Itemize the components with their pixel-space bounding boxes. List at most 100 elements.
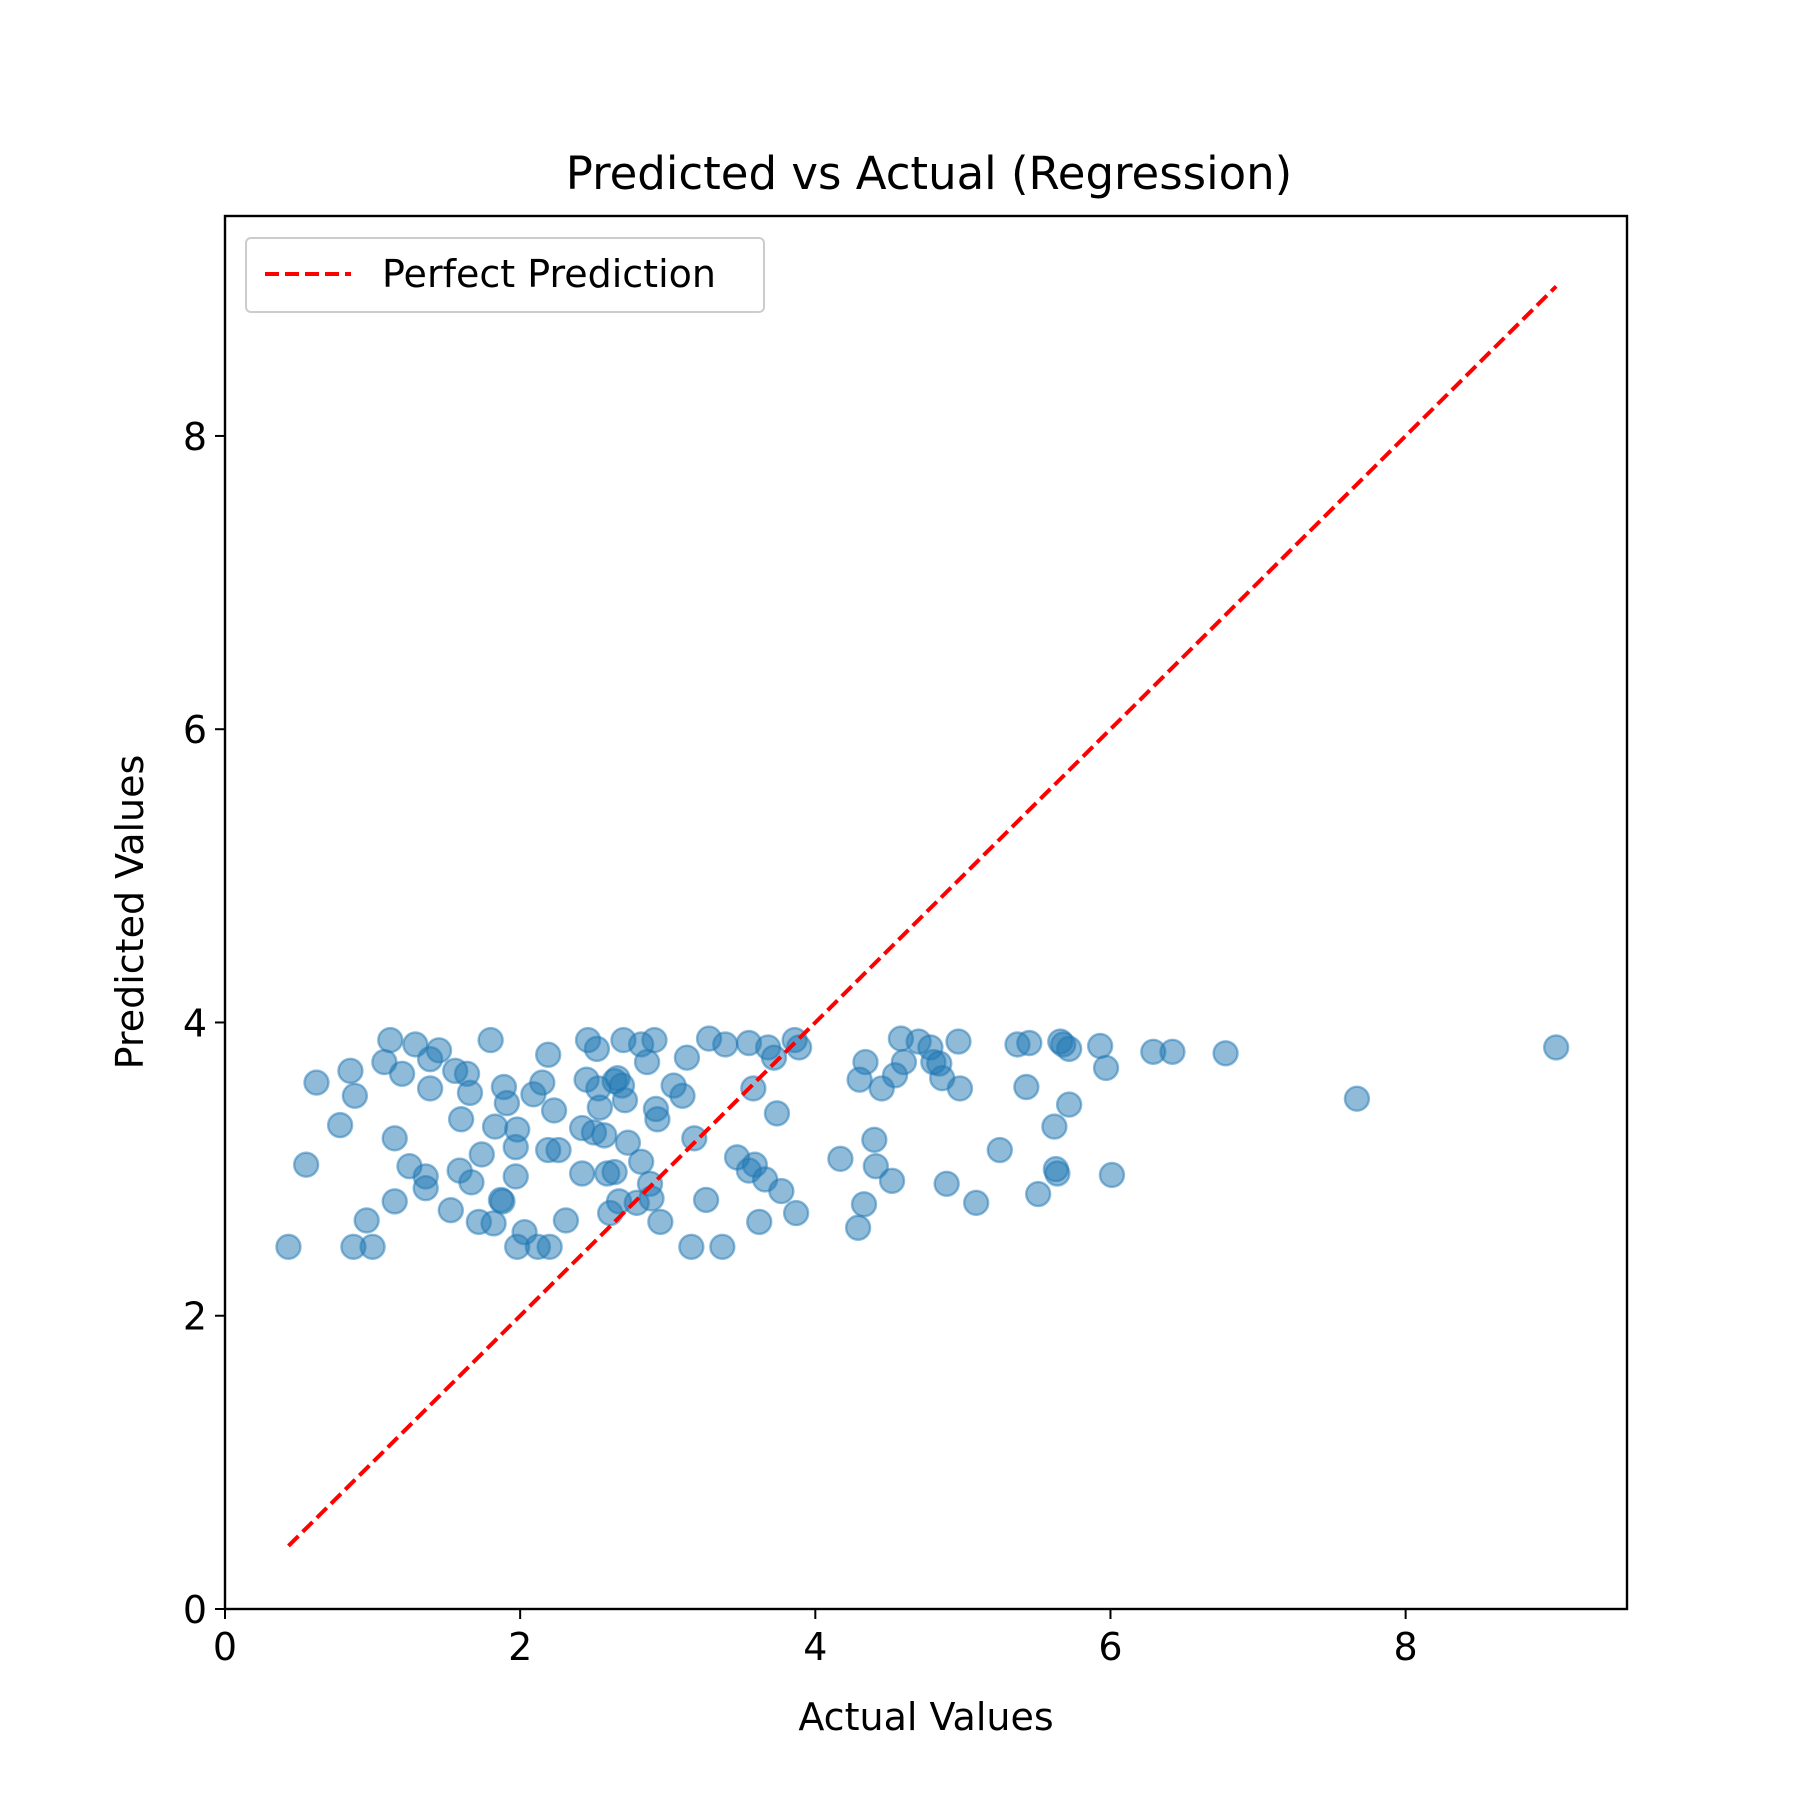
data-point [468,1141,495,1168]
data-point [844,1214,872,1241]
data-point [337,1057,364,1085]
data-point [1159,1038,1186,1066]
data-point [852,1048,879,1076]
data-point [489,1188,516,1215]
axes-frame [223,214,1629,1611]
data-point [890,1048,918,1076]
data-point [1041,1113,1068,1140]
data-point [536,1233,563,1261]
legend-box [245,237,765,313]
data-point [1212,1040,1239,1067]
data-point [627,1148,655,1175]
data-point [388,1060,416,1087]
data-point [359,1233,386,1261]
x-tick-label: 0 [213,1625,237,1669]
data-point [647,1208,674,1236]
data-point [504,1116,531,1143]
data-point [381,1125,408,1152]
data-point [644,1106,671,1133]
data-point [529,1069,556,1096]
data-point [480,1210,507,1237]
data-point [782,1199,810,1227]
data-point [493,1089,521,1117]
data-point [275,1233,302,1261]
data-point [481,1113,509,1140]
data-point [1343,1085,1371,1112]
data-point [681,1125,708,1152]
data-point [545,1136,572,1164]
data-point [962,1189,990,1217]
x-axis-label: Actual Values [798,1695,1053,1739]
y-axis-label: Predicted Values [108,755,152,1070]
data-point [669,1082,696,1109]
y-tick-label: 8 [183,415,207,459]
data-point [1055,1035,1083,1063]
chart-title: Predicted vs Actual (Regression) [566,147,1292,200]
data-point [861,1126,888,1153]
data-point [1016,1029,1043,1057]
data-point [760,1044,788,1071]
data-point [326,1111,354,1139]
axis-ticks: 0 2 4 6 8 0 2 4 6 8 [183,415,1418,1669]
data-point [712,1031,739,1058]
data-point [568,1160,596,1187]
data-point [292,1151,320,1178]
data-point [862,1152,890,1180]
data-point [614,1129,642,1156]
y-tick-label: 6 [183,708,207,752]
perfect-prediction-line [287,284,1558,1548]
data-point [1024,1180,1052,1208]
data-point [1055,1091,1083,1118]
data-point [586,1094,614,1121]
legend-label: Perfect Prediction [382,252,716,296]
data-point [641,1026,668,1054]
data-point [763,1100,791,1127]
data-point [416,1075,444,1102]
x-tick-label: 6 [1098,1625,1122,1669]
data-point [933,1170,960,1197]
data-point [601,1158,628,1186]
data-point [458,1169,485,1196]
x-tick-label: 2 [508,1625,532,1669]
data-point [456,1079,484,1107]
data-point [437,1196,464,1224]
y-tick-label: 0 [183,1588,207,1632]
data-point [1086,1032,1114,1060]
data-point [353,1207,380,1234]
data-point [827,1145,854,1173]
data-point [785,1034,813,1061]
data-point [611,1086,639,1114]
y-tick-label: 4 [183,1001,207,1045]
data-point [341,1082,369,1109]
data-point [477,1026,504,1054]
data-point [945,1028,972,1055]
data-point [709,1233,736,1261]
x-tick-label: 4 [803,1625,827,1669]
data-point [678,1233,705,1261]
data-point [740,1075,767,1102]
data-point [746,1208,773,1236]
plot-area [275,284,1570,1548]
data-point [534,1041,562,1068]
data-point [1013,1073,1040,1101]
data-point [377,1026,404,1054]
x-tick-label: 8 [1394,1625,1418,1669]
data-point [583,1035,611,1063]
data-point [638,1185,665,1212]
data-point [591,1122,618,1149]
data-point [447,1106,475,1133]
data-point [986,1136,1013,1164]
data-point [878,1167,906,1195]
data-point [502,1163,529,1190]
data-point [552,1207,580,1234]
data-point [425,1037,453,1064]
data-point [1044,1160,1071,1187]
data-point [768,1177,795,1205]
data-point [633,1048,661,1076]
y-tick-label: 2 [183,1295,207,1339]
data-point [303,1069,330,1096]
data-point [1098,1161,1126,1189]
data-point [1092,1054,1120,1082]
data-point [1542,1034,1570,1061]
